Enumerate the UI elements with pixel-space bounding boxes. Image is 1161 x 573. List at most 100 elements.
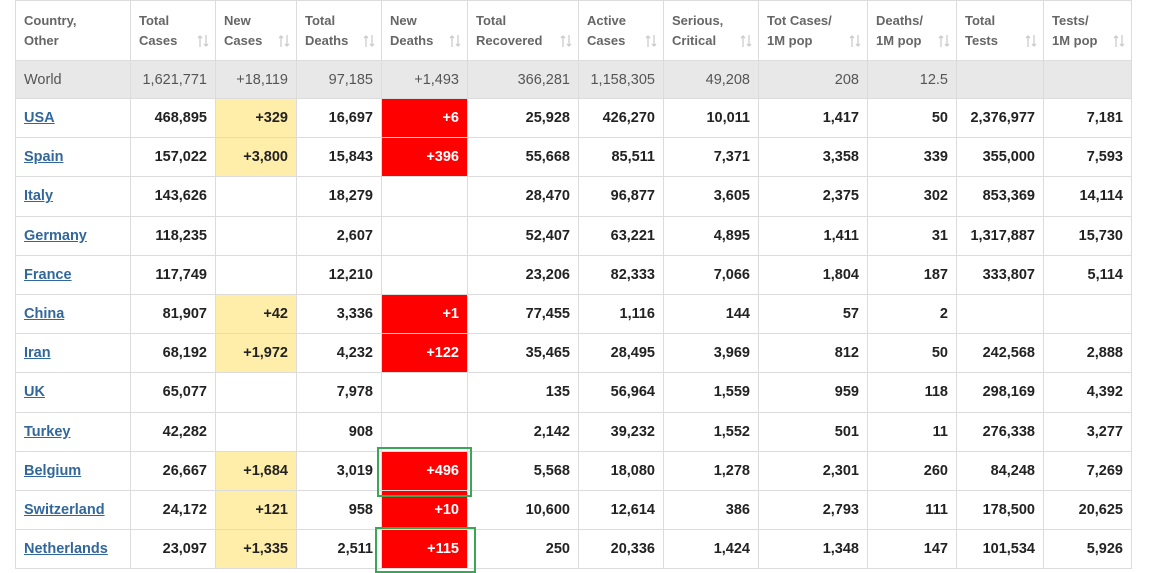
empty-cell bbox=[1043, 293, 1132, 335]
value-cell: 1,417 bbox=[758, 97, 868, 139]
column-header[interactable]: Tot Cases/1M pop bbox=[758, 0, 868, 61]
value-cell: 157,022 bbox=[130, 137, 216, 178]
country-row: Belgium 26,667 +1,684 3,019 +496 5,568 18,080 1… bbox=[15, 450, 1132, 491]
column-header[interactable]: Tests/1M pop bbox=[1043, 0, 1132, 61]
value-cell: 2,511 bbox=[296, 529, 382, 570]
column-header[interactable]: Total Cases bbox=[130, 0, 216, 61]
column-header[interactable]: Active Cases bbox=[578, 0, 664, 61]
sort-icon[interactable] bbox=[560, 34, 572, 48]
sort-icon[interactable] bbox=[849, 34, 861, 48]
country-link[interactable]: Switzerland bbox=[24, 501, 105, 518]
highlight-outline bbox=[376, 447, 472, 498]
value-cell: 2,375 bbox=[758, 176, 868, 217]
country-link[interactable]: Netherlands bbox=[24, 541, 108, 558]
value-cell: +1,684 bbox=[215, 450, 297, 491]
value-cell: 7,978 bbox=[296, 372, 382, 413]
value-cell: 1,552 bbox=[663, 411, 759, 452]
sort-icon[interactable] bbox=[1113, 34, 1125, 48]
sort-icon[interactable] bbox=[278, 34, 290, 48]
column-header[interactable]: Total Deaths bbox=[296, 0, 382, 61]
country-link[interactable]: Germany bbox=[24, 227, 87, 244]
country-link[interactable]: Belgium bbox=[24, 462, 82, 479]
sort-icon[interactable] bbox=[363, 34, 375, 48]
country-link[interactable]: Italy bbox=[24, 188, 54, 205]
value-cell: 2,607 bbox=[296, 215, 382, 256]
value-cell: 187 bbox=[867, 254, 957, 295]
value-cell: 31 bbox=[867, 215, 957, 256]
value-cell: 5,114 bbox=[1043, 254, 1132, 295]
value-cell: 97,185 bbox=[296, 60, 382, 99]
header-text: Total bbox=[476, 12, 507, 28]
value-cell: 14,114 bbox=[1043, 176, 1132, 217]
column-header[interactable]: New Deaths bbox=[381, 0, 468, 61]
empty-cell bbox=[381, 372, 468, 413]
value-cell: 16,697 bbox=[296, 97, 382, 139]
value-cell: 23,097 bbox=[130, 529, 216, 570]
country-cell: Iran bbox=[15, 333, 131, 374]
header-text: New bbox=[224, 12, 251, 28]
country-row: Netherlands 23,097 +1,335 2,511 +115 250 20,33… bbox=[15, 529, 1132, 570]
country-row: Spain 157,022 +3,800 15,843 +396 55,668 85,511… bbox=[15, 137, 1132, 178]
country-link[interactable]: France bbox=[24, 266, 72, 283]
country-link[interactable]: UK bbox=[24, 384, 45, 401]
value-cell: +3,800 bbox=[215, 137, 297, 178]
sort-icon[interactable] bbox=[938, 34, 950, 48]
country-cell: China bbox=[15, 293, 131, 335]
empty-cell bbox=[381, 411, 468, 452]
country-row: Turkey 42,282 908 2,142 39,232 1,552 501 11 276,… bbox=[15, 411, 1132, 452]
header-text: Tests bbox=[965, 32, 998, 48]
value-cell: 958 bbox=[296, 489, 382, 531]
value-cell: +42 bbox=[215, 293, 297, 335]
value-cell: 57 bbox=[758, 293, 868, 335]
value-cell: +18,119 bbox=[215, 60, 297, 99]
value-cell: 7,181 bbox=[1043, 97, 1132, 139]
value-cell: 3,605 bbox=[663, 176, 759, 217]
sort-icon[interactable] bbox=[1025, 34, 1037, 48]
country-link[interactable]: China bbox=[24, 306, 65, 323]
header-text: New bbox=[390, 12, 417, 28]
value-cell: 15,730 bbox=[1043, 215, 1132, 256]
value-cell: 5,926 bbox=[1043, 529, 1132, 570]
value-cell: 426,270 bbox=[578, 97, 664, 139]
sort-icon[interactable] bbox=[645, 34, 657, 48]
country-cell: Switzerland bbox=[15, 489, 131, 531]
column-header[interactable]: Serious, Critical bbox=[663, 0, 759, 61]
value-cell: 96,877 bbox=[578, 176, 664, 217]
value-cell: 1,411 bbox=[758, 215, 868, 256]
value-cell: 55,668 bbox=[467, 137, 579, 178]
value-cell: 1,804 bbox=[758, 254, 868, 295]
country-link[interactable]: Turkey bbox=[24, 423, 71, 440]
column-header[interactable]: New Cases bbox=[215, 0, 297, 61]
column-header[interactable]: Country, Other bbox=[15, 0, 131, 61]
value-cell: 1,424 bbox=[663, 529, 759, 570]
sort-icon[interactable] bbox=[197, 34, 209, 48]
country-link[interactable]: USA bbox=[24, 110, 55, 127]
sort-icon[interactable] bbox=[740, 34, 752, 48]
country-cell: USA bbox=[15, 97, 131, 139]
column-header[interactable]: Deaths/1M pop bbox=[867, 0, 957, 61]
header-text: Total bbox=[305, 12, 336, 28]
empty-cell bbox=[956, 60, 1044, 99]
empty-cell bbox=[215, 372, 297, 413]
country-cell: Belgium bbox=[15, 450, 131, 491]
value-cell: 7,066 bbox=[663, 254, 759, 295]
column-header[interactable]: Total Tests bbox=[956, 0, 1044, 61]
header-text: 1M pop bbox=[1052, 32, 1098, 48]
sort-icon[interactable] bbox=[449, 34, 461, 48]
country-cell: UK bbox=[15, 372, 131, 413]
header-text: Deaths bbox=[390, 32, 434, 48]
country-link[interactable]: Spain bbox=[24, 149, 64, 166]
country-link[interactable]: Iran bbox=[24, 345, 51, 362]
value-cell: 1,559 bbox=[663, 372, 759, 413]
value-cell: 3,969 bbox=[663, 333, 759, 374]
header-text: Tests/ bbox=[1052, 12, 1089, 28]
empty-cell bbox=[215, 176, 297, 217]
column-header[interactable]: Total Recovered bbox=[467, 0, 579, 61]
value-cell: 28,470 bbox=[467, 176, 579, 217]
value-cell: 111 bbox=[867, 489, 957, 531]
value-cell: +121 bbox=[215, 489, 297, 531]
country-cell: Spain bbox=[15, 137, 131, 178]
header-text: Serious, bbox=[672, 12, 724, 28]
value-cell: 11 bbox=[867, 411, 957, 452]
value-cell: 333,807 bbox=[956, 254, 1044, 295]
